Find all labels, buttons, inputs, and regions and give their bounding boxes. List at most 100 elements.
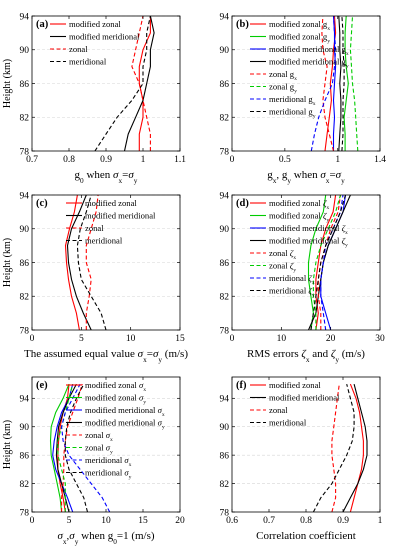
y-tick-label: 82: [220, 293, 230, 303]
legend-label: modified zonal ζy: [269, 211, 329, 224]
y-tick-label: 78: [220, 147, 230, 157]
legend-label: modified meridional: [85, 211, 156, 221]
y-tick-label: 86: [20, 80, 30, 90]
series-line: [315, 195, 337, 330]
legend-label: zonal ζx: [269, 248, 296, 261]
series-line: [312, 383, 355, 512]
legend-label: meridional ζx: [269, 273, 315, 286]
series-line: [338, 16, 342, 151]
y-tick-label: 94: [220, 191, 230, 201]
x-tick-label: 0.8: [300, 516, 312, 526]
series-line: [349, 16, 359, 151]
legend-label: modified zonal σy: [85, 393, 146, 406]
y-tick-label: 94: [20, 191, 30, 201]
series-line: [55, 383, 77, 512]
y-tick-label: 90: [220, 423, 230, 433]
series-group: [310, 16, 359, 151]
legend-label: modified zonal σx: [85, 380, 146, 393]
y-tick-label: 90: [220, 46, 230, 56]
series-line: [66, 195, 92, 330]
legend: modified zonal modified meridional zonal me…: [250, 380, 340, 428]
series-line: [76, 195, 107, 330]
y-tick-label: 82: [220, 480, 230, 490]
y-tick-label: 86: [220, 451, 230, 461]
x-axis-label: g0 when σx=σy: [75, 169, 138, 185]
x-tick-label: 10: [101, 516, 111, 526]
y-axis-label: Height (km): [2, 238, 13, 287]
panel-5: 0 5 10 15 20 78 82 86 90 94 σx,σy when g0=1 (m/s) H…: [2, 376, 185, 546]
y-axis-label: Height (km): [2, 59, 13, 108]
legend-label: zonal σx: [85, 430, 113, 443]
y-tick-label: 86: [220, 80, 230, 90]
legend-label: modified zonal: [69, 19, 121, 29]
x-tick-label: 15: [175, 334, 185, 344]
x-tick-label: 1: [141, 155, 146, 165]
legend: modified zonal modified meridional zonal me…: [50, 19, 140, 67]
x-tick-label: 30: [375, 334, 385, 344]
x-tick-label: 0.9: [337, 516, 349, 526]
series-line: [85, 195, 99, 330]
legend-label: zonal gy: [269, 82, 297, 95]
legend-label: zonal gx: [269, 69, 297, 82]
y-tick-label: 82: [220, 114, 230, 124]
panel-label: (b): [236, 19, 249, 30]
series-line: [64, 195, 80, 330]
y-tick-label: 78: [20, 147, 30, 157]
x-tick-label: 15: [138, 516, 148, 526]
legend-label: modified meridional gy: [269, 57, 349, 70]
y-tick-label: 78: [220, 508, 230, 518]
x-axis-label: gx, gy when σx=σy: [267, 169, 345, 185]
y-tick-label: 94: [20, 395, 30, 405]
series-line: [331, 384, 340, 512]
legend-label: modified meridional σy: [85, 418, 165, 431]
x-tick-label: 0: [230, 155, 235, 165]
panel-label: (f): [236, 380, 247, 391]
series-line: [332, 16, 337, 151]
legend-label: zonal: [269, 405, 288, 415]
y-tick-label: 94: [220, 395, 230, 405]
series-line: [57, 383, 74, 512]
legend-label: modified zonal: [85, 198, 137, 208]
series-group: [64, 195, 107, 330]
x-tick-label: 10: [126, 334, 136, 344]
x-tick-label: 0: [30, 334, 35, 344]
y-tick-label: 78: [20, 508, 30, 518]
series-line: [61, 383, 83, 512]
x-axis-label: RMS errors ζx and ζy (m/s): [247, 348, 365, 364]
series-line: [310, 16, 337, 151]
y-tick-label: 90: [20, 46, 30, 56]
legend-label: zonal ζy: [269, 261, 296, 274]
x-tick-label: 1.1: [174, 155, 186, 165]
panel-label: (c): [36, 198, 48, 209]
series-line: [312, 195, 342, 330]
y-tick-label: 86: [220, 259, 230, 269]
series-line: [131, 16, 151, 151]
legend-label: modified meridional σx: [85, 405, 165, 418]
y-tick-label: 82: [20, 480, 30, 490]
y-axis-label: Height (km): [2, 420, 13, 469]
x-tick-label: 5: [79, 334, 84, 344]
x-axis-label: Correlation coefficient: [256, 530, 356, 542]
legend-label: zonal: [85, 223, 104, 233]
y-tick-label: 78: [220, 326, 230, 336]
legend-label: modified zonal gx: [269, 19, 330, 32]
y-tick-label: 82: [20, 114, 30, 124]
legend-label: meridional: [69, 57, 107, 67]
legend-label: meridional ζy: [269, 286, 315, 299]
legend-label: meridional σx: [85, 455, 132, 468]
x-tick-label: 20: [175, 516, 185, 526]
series-group: [312, 383, 368, 512]
series-line: [320, 195, 344, 330]
series-line: [349, 383, 364, 512]
y-tick-label: 86: [20, 451, 30, 461]
panel-1: 0.7 0.8 0.9 1 1.1 78 82 86 90 94 g0 when σx=σy Heig…: [2, 12, 186, 184]
legend-label: modified zonal gy: [269, 32, 330, 45]
x-axis-label: σx,σy when g0=1 (m/s): [57, 530, 154, 546]
x-axis-label: The assumed equal value σx=σy (m/s): [24, 348, 188, 364]
y-tick-label: 94: [220, 12, 230, 22]
series-line: [94, 16, 151, 151]
legend-label: meridional gx: [269, 94, 316, 107]
